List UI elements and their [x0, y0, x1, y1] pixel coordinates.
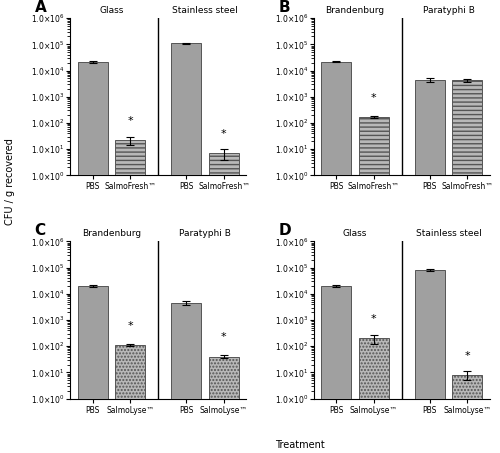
Text: *: * — [221, 129, 227, 139]
Bar — [209, 357, 239, 453]
Text: Treatment: Treatment — [275, 440, 325, 450]
Bar — [172, 43, 202, 453]
Text: Stainless steel: Stainless steel — [416, 229, 482, 238]
Text: Paratyphi B: Paratyphi B — [423, 6, 474, 15]
Bar — [415, 270, 445, 453]
Bar — [358, 338, 388, 453]
Text: *: * — [128, 321, 133, 331]
Bar — [415, 80, 445, 453]
Bar — [452, 375, 482, 453]
Text: *: * — [371, 93, 376, 103]
Bar — [321, 286, 351, 453]
Text: C: C — [34, 223, 46, 238]
Text: Stainless steel: Stainless steel — [172, 6, 238, 15]
Text: B: B — [278, 0, 290, 15]
Text: *: * — [221, 333, 227, 342]
Text: A: A — [34, 0, 46, 15]
Bar — [115, 140, 145, 453]
Text: Brandenburg: Brandenburg — [82, 229, 141, 238]
Bar — [209, 153, 239, 453]
Text: Glass: Glass — [99, 6, 124, 15]
Text: Glass: Glass — [342, 229, 367, 238]
Text: Brandenburg: Brandenburg — [326, 6, 384, 15]
Bar — [78, 286, 108, 453]
Bar — [172, 303, 202, 453]
Bar — [452, 80, 482, 453]
Text: *: * — [371, 314, 376, 324]
Text: *: * — [128, 116, 133, 126]
Text: D: D — [278, 223, 291, 238]
Bar — [321, 62, 351, 453]
Bar — [115, 345, 145, 453]
Bar — [358, 117, 388, 453]
Text: Paratyphi B: Paratyphi B — [179, 229, 231, 238]
Text: *: * — [464, 351, 470, 361]
Bar — [78, 62, 108, 453]
Text: CFU / g recovered: CFU / g recovered — [5, 138, 15, 225]
